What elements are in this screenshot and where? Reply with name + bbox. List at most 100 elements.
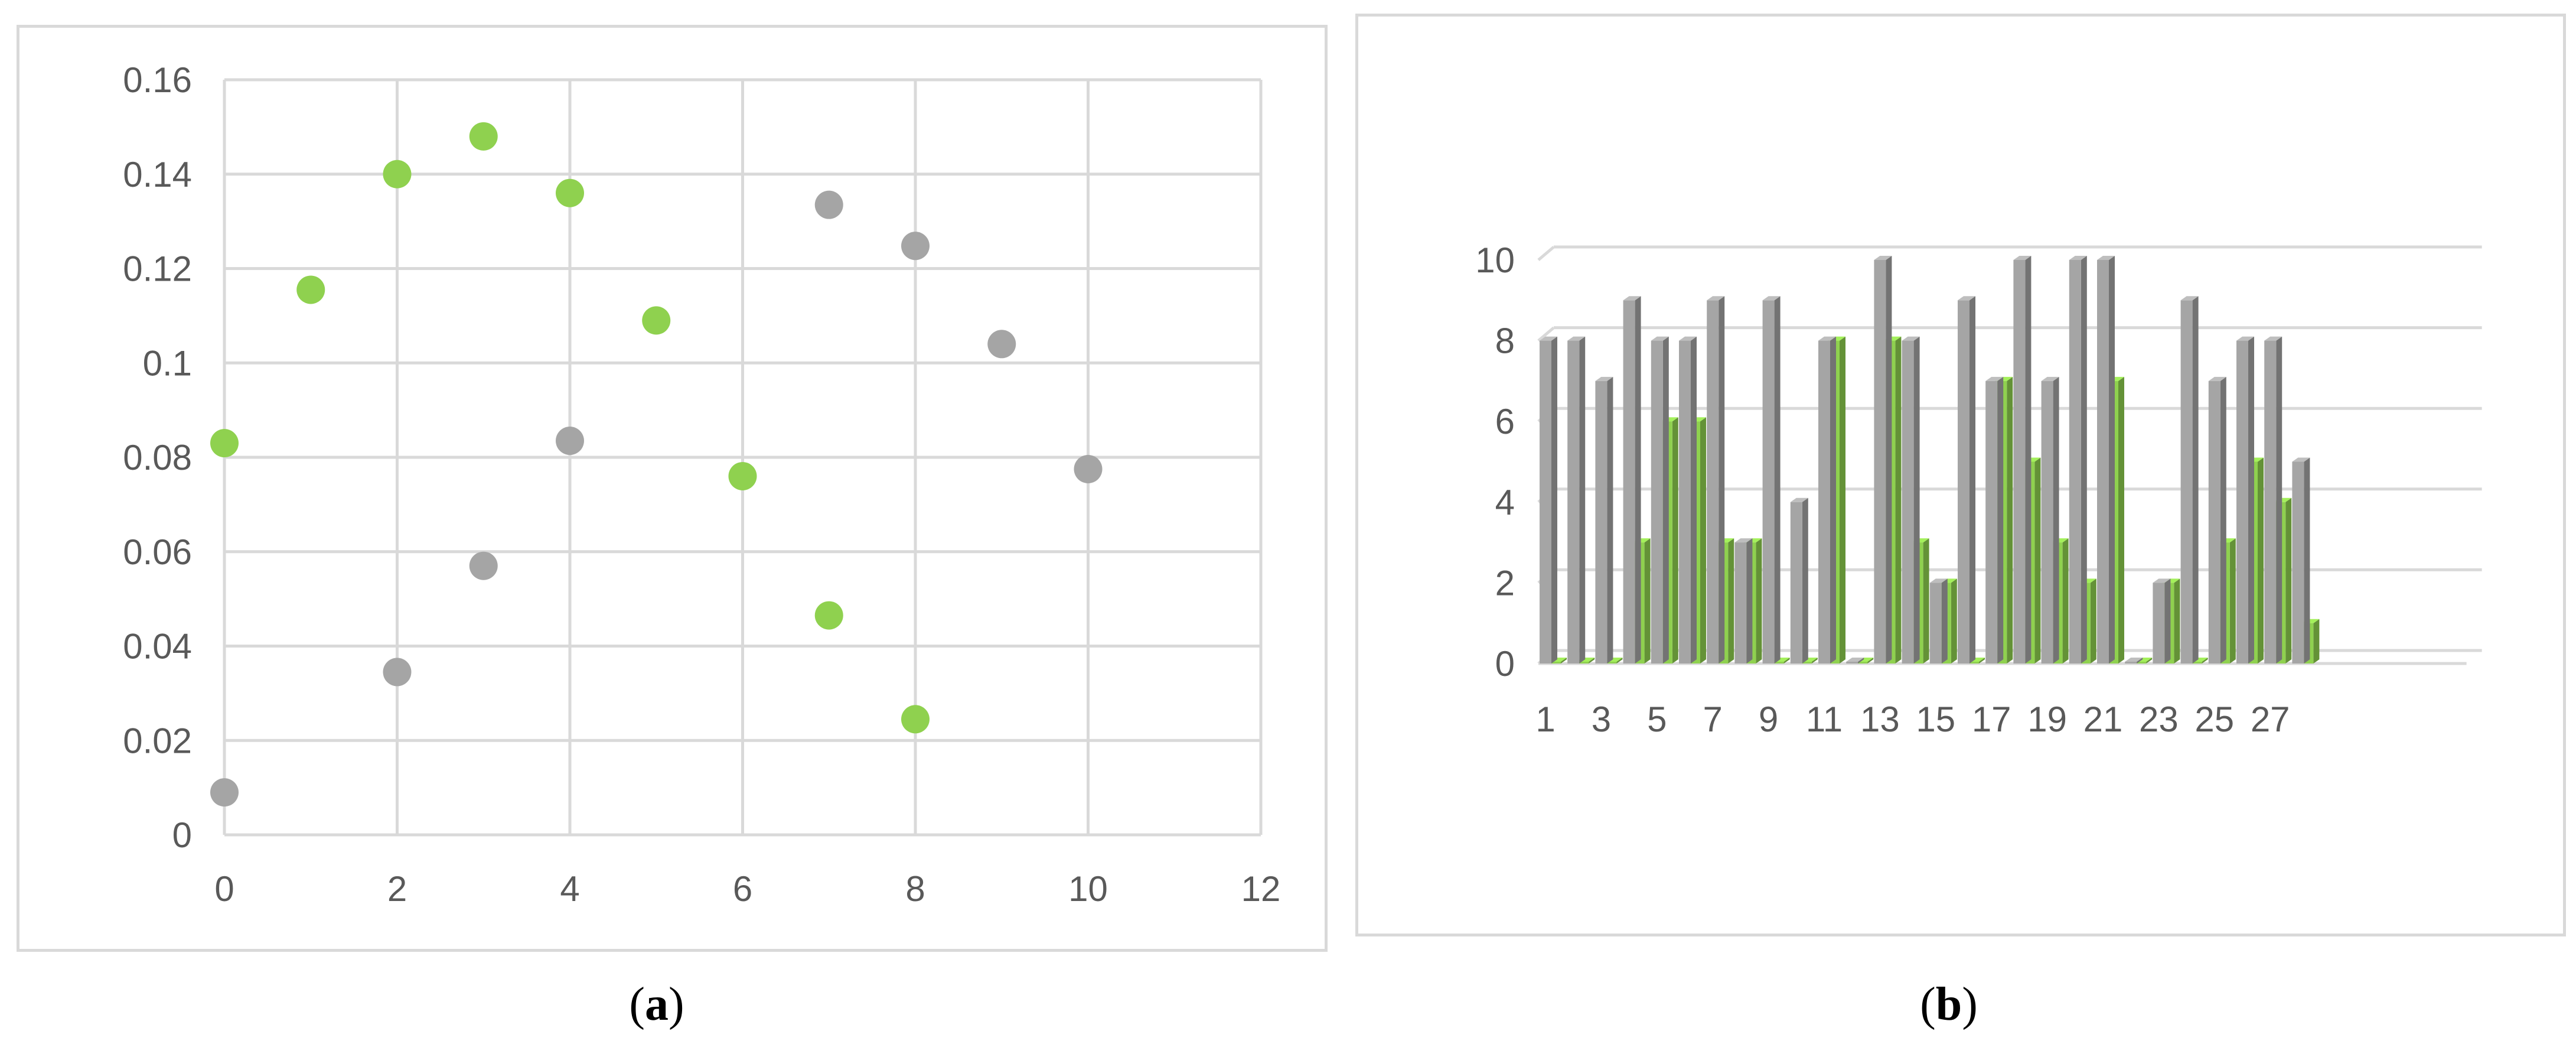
bar-side (2229, 538, 2236, 664)
scatter-point (383, 160, 412, 188)
bar (2069, 260, 2081, 664)
bar-side (2304, 457, 2310, 664)
y-tick-label: 0.16 (123, 60, 192, 100)
scatter-point (728, 461, 757, 490)
bar-side (2081, 256, 2087, 664)
bar-side (2174, 578, 2180, 664)
bar-side (2109, 256, 2115, 664)
bar (1623, 300, 1635, 664)
y-tick-label: 10 (1475, 240, 1515, 280)
y-tick-label: 0.06 (123, 532, 192, 572)
bar-top (1651, 336, 1669, 341)
bar (1818, 340, 1830, 664)
bar-top (2208, 376, 2226, 381)
bar (1856, 662, 1868, 664)
scatter-point (814, 190, 843, 219)
scatter-point (556, 427, 584, 456)
bar-side (2248, 336, 2254, 664)
x-tick-label: 6 (733, 869, 752, 909)
bar-side (1579, 336, 1586, 664)
bar (2180, 300, 2193, 664)
bar-side (2164, 578, 2171, 664)
bar (2125, 662, 2137, 664)
bar-side (2025, 256, 2032, 664)
bar-top (1595, 376, 1613, 381)
bar-side (2090, 578, 2096, 664)
bar-top (1623, 296, 1641, 301)
bar-top (2069, 256, 2087, 260)
x-tick-label: 7 (1703, 700, 1723, 739)
bar-top (1762, 296, 1781, 301)
bar (1902, 340, 1914, 664)
bar-top (2264, 336, 2282, 341)
bar-top (1902, 336, 1920, 341)
bar-top (2292, 457, 2310, 462)
bar-side (1830, 336, 1836, 664)
y-tick-label: 0.02 (123, 721, 192, 760)
bar-top (2180, 296, 2199, 301)
bar (1595, 380, 1607, 664)
bar-side (2034, 457, 2041, 664)
bar (1567, 340, 1580, 664)
bar-side (1970, 296, 1975, 664)
bar-side (1979, 658, 1985, 664)
bar-side (1691, 336, 1697, 664)
scatter-point (556, 178, 584, 207)
bar-side (1756, 538, 1762, 664)
x-tick-label: 17 (1972, 700, 2011, 739)
bar-side (1840, 336, 1845, 664)
bar-side (1551, 336, 1557, 664)
bar-side (2276, 336, 2282, 664)
bar (1967, 662, 1979, 664)
bar (2097, 260, 2109, 664)
bar-side (2062, 538, 2069, 664)
bar-side (1951, 578, 1957, 664)
bar-side (2192, 296, 2199, 664)
bar (2264, 340, 2277, 664)
bar-side (1635, 296, 1641, 664)
y-tick-label: 0 (172, 815, 192, 855)
bar (1651, 340, 1663, 664)
x-tick-label: 11 (1806, 700, 1843, 739)
scatter-point (814, 601, 843, 630)
bar-top (1679, 336, 1697, 341)
bar (2134, 662, 2147, 664)
x-tick-label: 25 (2195, 700, 2234, 739)
y-tick-label: 0 (1495, 644, 1515, 684)
bar (1846, 662, 1858, 664)
bar (1679, 340, 1691, 664)
bar-top (1567, 336, 1586, 341)
bar (1540, 340, 1551, 664)
bar-side (2258, 457, 2264, 664)
bar-side (1858, 658, 1864, 664)
bar-side (1997, 376, 2004, 664)
bar (2190, 662, 2202, 664)
bar-top (1985, 376, 2004, 381)
bar-top (2097, 256, 2115, 260)
bar-side (1561, 658, 1567, 664)
bar-side (1616, 658, 1623, 664)
bar-side (2146, 658, 2153, 664)
caption-a: (a) (629, 978, 684, 1030)
bar-side (1923, 538, 1929, 664)
scatter-point (296, 275, 325, 304)
bar-side (1644, 538, 1651, 664)
bar (1874, 260, 1886, 664)
bar-side (2202, 658, 2208, 664)
bar-top (1707, 296, 1725, 301)
bar (2236, 340, 2248, 664)
bar (1790, 502, 1802, 664)
bar-side (1867, 658, 1874, 664)
bar-top (2153, 578, 2171, 583)
bar (1577, 662, 1589, 664)
x-tick-label: 19 (2027, 700, 2067, 739)
y-tick-label: 6 (1495, 402, 1515, 441)
x-tick-label: 15 (1916, 700, 1955, 739)
scatter-point (210, 778, 239, 807)
bar-side (1802, 497, 1808, 664)
y-tick-label: 0.1 (143, 343, 192, 383)
bar-side (1811, 658, 1818, 664)
bar-side (2118, 376, 2124, 664)
bar (2041, 380, 2053, 664)
